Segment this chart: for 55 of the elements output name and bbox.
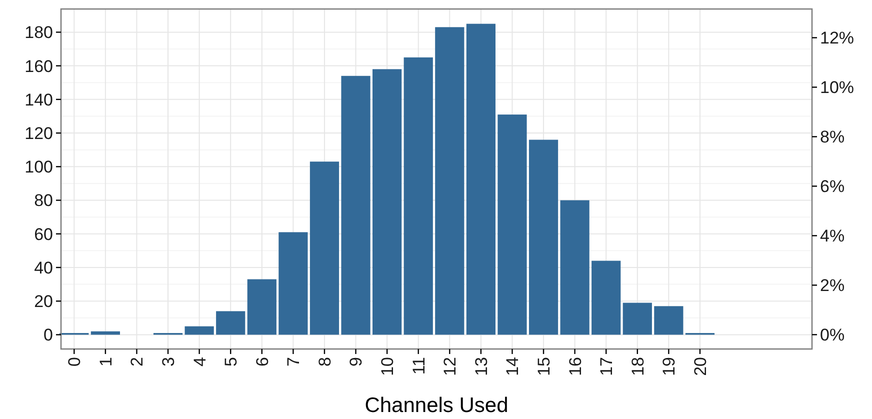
x-tick-label: 5 <box>222 357 241 366</box>
x-tick-label: 12 <box>440 357 460 376</box>
y-tick-label: 180 <box>24 23 53 42</box>
bar <box>654 306 684 335</box>
y-tick-label: 100 <box>24 158 53 177</box>
bar <box>216 311 246 335</box>
x-tick-label: 2 <box>128 357 147 366</box>
x-tick-label: 16 <box>566 357 585 376</box>
y-tick-label: 80 <box>34 191 53 210</box>
bar <box>466 24 496 335</box>
x-tick-label: 14 <box>503 357 522 376</box>
x-tick-label: 8 <box>315 357 334 366</box>
bar <box>404 57 433 335</box>
x-tick-label: 19 <box>660 357 679 376</box>
x-axis-title: Channels Used <box>364 394 508 417</box>
y2-tick-label: 10% <box>820 78 854 98</box>
x-tick-label: 11 <box>409 357 428 375</box>
y-tick-label: 120 <box>24 124 53 143</box>
x-tick-label: 10 <box>378 357 398 376</box>
y-tick-label: 160 <box>24 56 53 76</box>
bar <box>341 76 370 335</box>
y-tick-label: 140 <box>24 90 53 110</box>
x-tick-label: 6 <box>252 357 272 366</box>
bar <box>310 162 340 335</box>
x-tick-label: 15 <box>534 357 554 376</box>
bar <box>592 260 621 335</box>
y2-tick-label: 12% <box>820 28 854 48</box>
bar <box>498 114 527 335</box>
bar <box>278 232 308 335</box>
bar <box>247 279 276 335</box>
y2-tick-label: 0% <box>820 326 845 345</box>
y-tick-label: 40 <box>34 258 53 278</box>
x-tick-label: 1 <box>96 357 116 366</box>
x-tick-label: 3 <box>158 357 178 366</box>
y2-tick-label: 8% <box>820 128 845 147</box>
bar <box>560 200 590 335</box>
y2-tick-label: 6% <box>820 177 845 196</box>
y-tick-label: 60 <box>34 224 53 244</box>
y-tick-label: 20 <box>34 292 53 312</box>
x-tick-label: 20 <box>690 357 710 376</box>
x-tick-label: 0 <box>65 357 84 366</box>
bar <box>184 326 214 335</box>
y2-tick-label: 2% <box>820 276 845 296</box>
bar <box>528 140 558 335</box>
bar <box>435 27 464 335</box>
x-tick-label: 7 <box>284 357 304 366</box>
x-tick-label: 13 <box>472 357 491 376</box>
x-tick-label: 9 <box>346 357 366 366</box>
x-tick-label: 17 <box>597 357 616 376</box>
bar <box>622 302 652 335</box>
y-tick-label: 0 <box>44 326 53 345</box>
x-tick-label: 18 <box>628 357 648 376</box>
y2-tick-label: 4% <box>820 226 845 246</box>
bar <box>372 69 402 335</box>
x-tick-label: 4 <box>190 357 210 366</box>
